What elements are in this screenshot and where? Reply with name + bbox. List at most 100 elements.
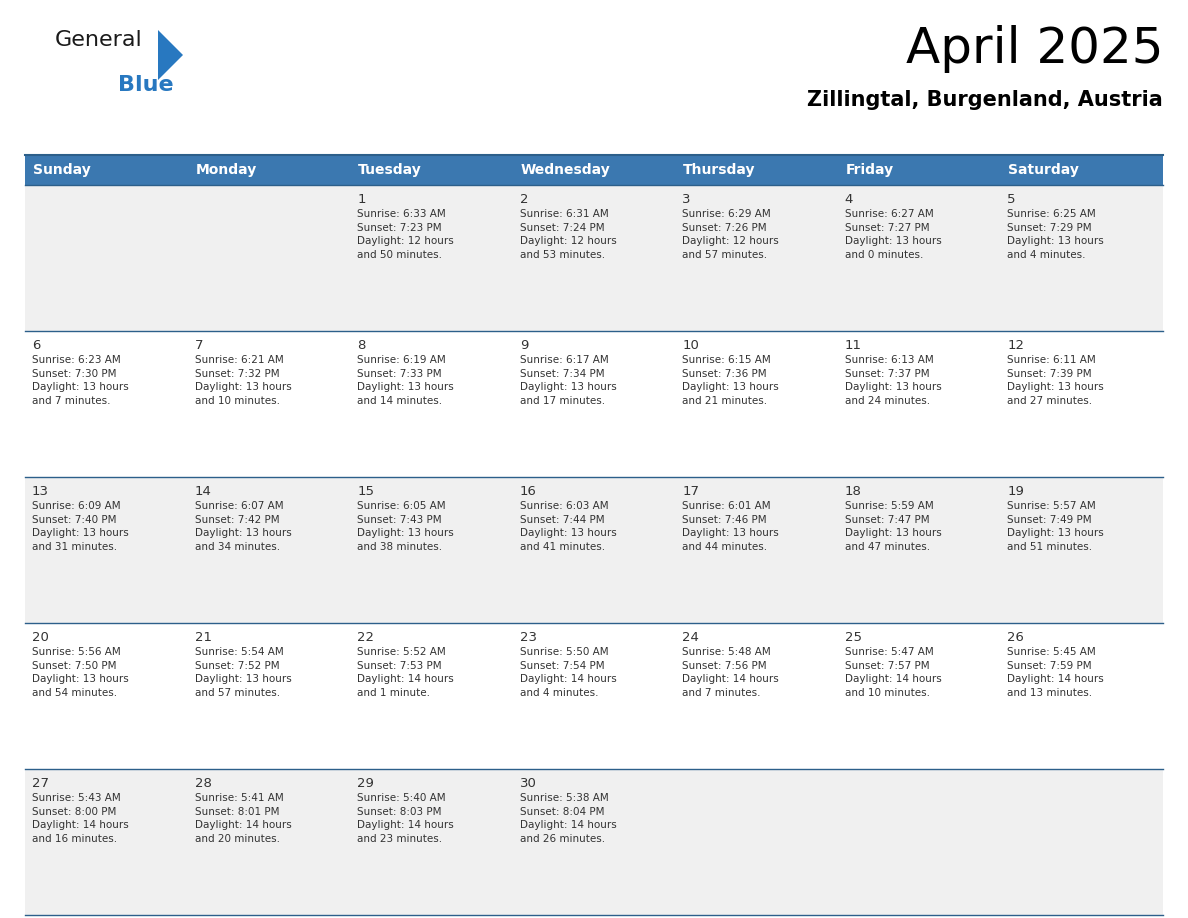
Text: Wednesday: Wednesday [520,163,611,177]
Bar [350,477,513,623]
Text: 16: 16 [519,485,537,498]
Bar [25,185,188,331]
Text: Monday: Monday [196,163,257,177]
Text: 28: 28 [195,777,211,790]
Bar [838,155,1000,185]
Bar [350,623,513,769]
Text: 13: 13 [32,485,49,498]
Text: 27: 27 [32,777,49,790]
Text: Sunrise: 6:01 AM
Sunset: 7:46 PM
Daylight: 13 hours
and 44 minutes.: Sunrise: 6:01 AM Sunset: 7:46 PM Dayligh… [682,501,779,552]
Bar [350,331,513,477]
Text: Sunday: Sunday [33,163,90,177]
Text: 29: 29 [358,777,374,790]
Text: 2: 2 [519,193,529,206]
Text: 18: 18 [845,485,861,498]
Text: 19: 19 [1007,485,1024,498]
Bar [838,623,1000,769]
Text: Sunrise: 5:45 AM
Sunset: 7:59 PM
Daylight: 14 hours
and 13 minutes.: Sunrise: 5:45 AM Sunset: 7:59 PM Dayligh… [1007,647,1104,698]
Text: General: General [55,30,143,50]
Text: 24: 24 [682,631,700,644]
Text: Sunrise: 6:15 AM
Sunset: 7:36 PM
Daylight: 13 hours
and 21 minutes.: Sunrise: 6:15 AM Sunset: 7:36 PM Dayligh… [682,355,779,406]
Bar [675,331,838,477]
Text: Blue: Blue [118,75,173,95]
Text: 14: 14 [195,485,211,498]
Bar [350,185,513,331]
Bar [25,477,188,623]
Text: 4: 4 [845,193,853,206]
Text: Sunrise: 6:33 AM
Sunset: 7:23 PM
Daylight: 12 hours
and 50 minutes.: Sunrise: 6:33 AM Sunset: 7:23 PM Dayligh… [358,209,454,260]
Text: 11: 11 [845,339,861,352]
Text: 26: 26 [1007,631,1024,644]
Text: 3: 3 [682,193,690,206]
Text: Friday: Friday [846,163,895,177]
Bar [1000,185,1163,331]
Bar [675,185,838,331]
Text: 7: 7 [195,339,203,352]
Text: Sunrise: 6:13 AM
Sunset: 7:37 PM
Daylight: 13 hours
and 24 minutes.: Sunrise: 6:13 AM Sunset: 7:37 PM Dayligh… [845,355,942,406]
Text: 5: 5 [1007,193,1016,206]
Bar [1000,477,1163,623]
Text: Sunrise: 6:05 AM
Sunset: 7:43 PM
Daylight: 13 hours
and 38 minutes.: Sunrise: 6:05 AM Sunset: 7:43 PM Dayligh… [358,501,454,552]
Text: Zillingtal, Burgenland, Austria: Zillingtal, Burgenland, Austria [808,90,1163,110]
Bar [350,769,513,915]
Text: Saturday: Saturday [1009,163,1080,177]
Bar [188,623,350,769]
Text: 6: 6 [32,339,40,352]
Polygon shape [158,30,183,80]
Text: Sunrise: 5:59 AM
Sunset: 7:47 PM
Daylight: 13 hours
and 47 minutes.: Sunrise: 5:59 AM Sunset: 7:47 PM Dayligh… [845,501,942,552]
Text: Sunrise: 6:07 AM
Sunset: 7:42 PM
Daylight: 13 hours
and 34 minutes.: Sunrise: 6:07 AM Sunset: 7:42 PM Dayligh… [195,501,291,552]
Bar [513,623,675,769]
Text: Sunrise: 6:31 AM
Sunset: 7:24 PM
Daylight: 12 hours
and 53 minutes.: Sunrise: 6:31 AM Sunset: 7:24 PM Dayligh… [519,209,617,260]
Text: 15: 15 [358,485,374,498]
Bar [513,477,675,623]
Text: Sunrise: 5:52 AM
Sunset: 7:53 PM
Daylight: 14 hours
and 1 minute.: Sunrise: 5:52 AM Sunset: 7:53 PM Dayligh… [358,647,454,698]
Text: Thursday: Thursday [683,163,756,177]
Text: Sunrise: 5:41 AM
Sunset: 8:01 PM
Daylight: 14 hours
and 20 minutes.: Sunrise: 5:41 AM Sunset: 8:01 PM Dayligh… [195,793,291,844]
Text: Sunrise: 6:03 AM
Sunset: 7:44 PM
Daylight: 13 hours
and 41 minutes.: Sunrise: 6:03 AM Sunset: 7:44 PM Dayligh… [519,501,617,552]
Text: Sunrise: 6:23 AM
Sunset: 7:30 PM
Daylight: 13 hours
and 7 minutes.: Sunrise: 6:23 AM Sunset: 7:30 PM Dayligh… [32,355,128,406]
Text: Sunrise: 6:21 AM
Sunset: 7:32 PM
Daylight: 13 hours
and 10 minutes.: Sunrise: 6:21 AM Sunset: 7:32 PM Dayligh… [195,355,291,406]
Text: 25: 25 [845,631,861,644]
Text: 8: 8 [358,339,366,352]
Text: 21: 21 [195,631,211,644]
Bar [188,477,350,623]
Bar [675,155,838,185]
Bar [188,769,350,915]
Bar [513,331,675,477]
Text: April 2025: April 2025 [905,25,1163,73]
Text: Sunrise: 5:54 AM
Sunset: 7:52 PM
Daylight: 13 hours
and 57 minutes.: Sunrise: 5:54 AM Sunset: 7:52 PM Dayligh… [195,647,291,698]
Text: Tuesday: Tuesday [358,163,422,177]
Text: Sunrise: 5:50 AM
Sunset: 7:54 PM
Daylight: 14 hours
and 4 minutes.: Sunrise: 5:50 AM Sunset: 7:54 PM Dayligh… [519,647,617,698]
Text: Sunrise: 6:29 AM
Sunset: 7:26 PM
Daylight: 12 hours
and 57 minutes.: Sunrise: 6:29 AM Sunset: 7:26 PM Dayligh… [682,209,779,260]
Text: Sunrise: 6:19 AM
Sunset: 7:33 PM
Daylight: 13 hours
and 14 minutes.: Sunrise: 6:19 AM Sunset: 7:33 PM Dayligh… [358,355,454,406]
Bar [25,331,188,477]
Text: 23: 23 [519,631,537,644]
Text: Sunrise: 5:48 AM
Sunset: 7:56 PM
Daylight: 14 hours
and 7 minutes.: Sunrise: 5:48 AM Sunset: 7:56 PM Dayligh… [682,647,779,698]
Text: 17: 17 [682,485,700,498]
Bar [25,155,188,185]
Bar [675,477,838,623]
Text: 22: 22 [358,631,374,644]
Bar [1000,155,1163,185]
Text: Sunrise: 6:11 AM
Sunset: 7:39 PM
Daylight: 13 hours
and 27 minutes.: Sunrise: 6:11 AM Sunset: 7:39 PM Dayligh… [1007,355,1104,406]
Bar [838,769,1000,915]
Text: Sunrise: 5:57 AM
Sunset: 7:49 PM
Daylight: 13 hours
and 51 minutes.: Sunrise: 5:57 AM Sunset: 7:49 PM Dayligh… [1007,501,1104,552]
Bar [838,331,1000,477]
Text: Sunrise: 5:38 AM
Sunset: 8:04 PM
Daylight: 14 hours
and 26 minutes.: Sunrise: 5:38 AM Sunset: 8:04 PM Dayligh… [519,793,617,844]
Text: 9: 9 [519,339,529,352]
Bar [25,769,188,915]
Text: Sunrise: 6:09 AM
Sunset: 7:40 PM
Daylight: 13 hours
and 31 minutes.: Sunrise: 6:09 AM Sunset: 7:40 PM Dayligh… [32,501,128,552]
Text: Sunrise: 6:25 AM
Sunset: 7:29 PM
Daylight: 13 hours
and 4 minutes.: Sunrise: 6:25 AM Sunset: 7:29 PM Dayligh… [1007,209,1104,260]
Bar [513,185,675,331]
Text: Sunrise: 5:56 AM
Sunset: 7:50 PM
Daylight: 13 hours
and 54 minutes.: Sunrise: 5:56 AM Sunset: 7:50 PM Dayligh… [32,647,128,698]
Bar [188,155,350,185]
Bar [675,623,838,769]
Text: Sunrise: 5:43 AM
Sunset: 8:00 PM
Daylight: 14 hours
and 16 minutes.: Sunrise: 5:43 AM Sunset: 8:00 PM Dayligh… [32,793,128,844]
Text: 12: 12 [1007,339,1024,352]
Bar [1000,331,1163,477]
Text: 1: 1 [358,193,366,206]
Text: Sunrise: 5:47 AM
Sunset: 7:57 PM
Daylight: 14 hours
and 10 minutes.: Sunrise: 5:47 AM Sunset: 7:57 PM Dayligh… [845,647,942,698]
Bar [25,623,188,769]
Bar [1000,769,1163,915]
Text: Sunrise: 5:40 AM
Sunset: 8:03 PM
Daylight: 14 hours
and 23 minutes.: Sunrise: 5:40 AM Sunset: 8:03 PM Dayligh… [358,793,454,844]
